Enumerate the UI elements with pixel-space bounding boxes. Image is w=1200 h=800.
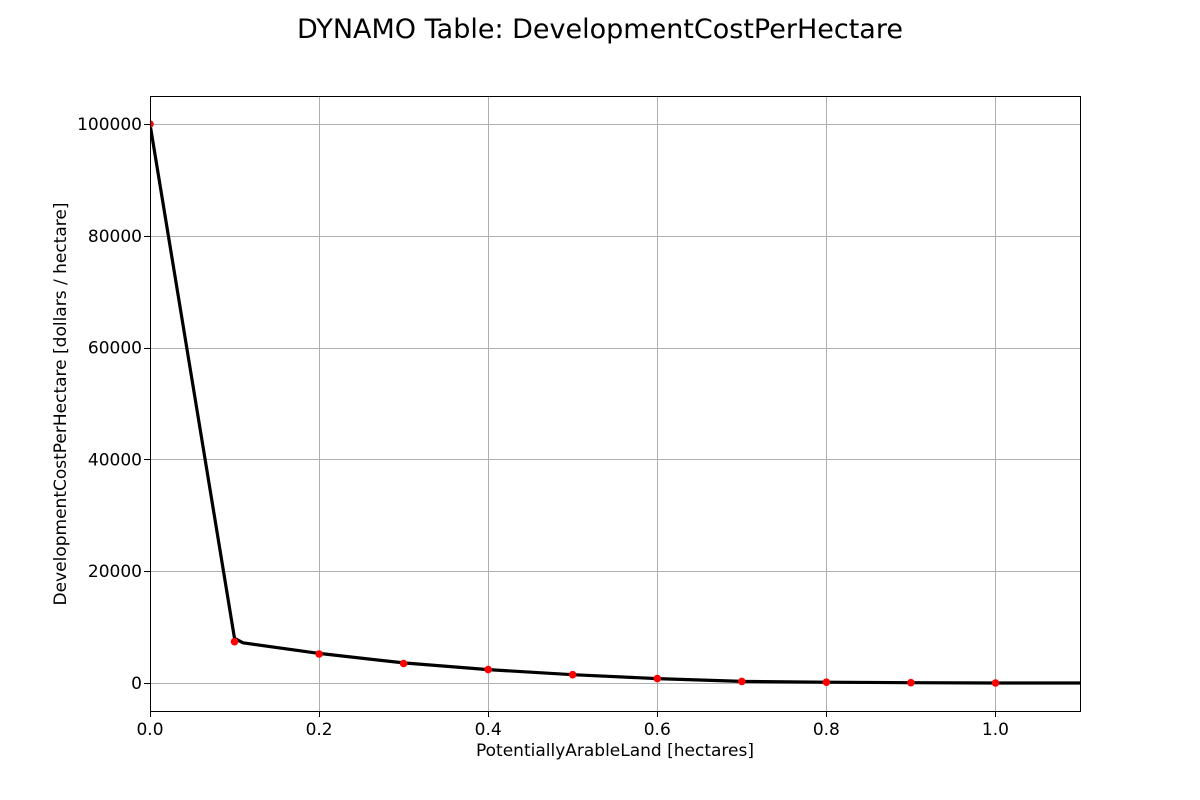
data-point — [822, 678, 831, 686]
x-tick-label: 0.4 — [475, 720, 502, 740]
series-line — [150, 123, 1080, 685]
data-point — [568, 670, 577, 679]
data-point — [230, 637, 239, 646]
data-point — [653, 674, 662, 683]
plot-area — [150, 120, 1080, 687]
y-axis-label: DevelopmentCostPerHectare [dollars / hec… — [51, 203, 71, 606]
y-tick-label: 0 — [131, 674, 142, 694]
y-tick-label: 20000 — [88, 562, 142, 582]
x-tick-label: 0.8 — [813, 720, 840, 740]
data-point — [738, 677, 746, 686]
y-tick-label: 100000 — [77, 115, 142, 135]
data-point — [484, 665, 493, 674]
data-point — [907, 678, 915, 687]
chart-title: DYNAMO Table: DevelopmentCostPerHectare — [297, 14, 903, 45]
data-point — [315, 650, 323, 658]
y-tick-label: 80000 — [88, 227, 142, 247]
grid — [150, 96, 1080, 711]
y-tick-label: 60000 — [88, 339, 142, 359]
x-tick-label: 0.6 — [644, 720, 671, 740]
y-tick-label: 40000 — [88, 450, 142, 470]
x-axis-label: PotentiallyArableLand [hectares] — [476, 741, 754, 761]
x-tick-label: 0.0 — [136, 720, 163, 740]
plot-frame — [150, 96, 1081, 712]
data-point — [399, 659, 408, 668]
x-tick-label: 1.0 — [982, 720, 1009, 740]
x-tick-label: 0.2 — [306, 720, 333, 740]
data-point — [991, 679, 1000, 687]
axis-ticks: 0.0 0.2 0.4 0.6 0.8 1.0 0 20000 40000 60000 80000 1… — [77, 115, 1009, 740]
